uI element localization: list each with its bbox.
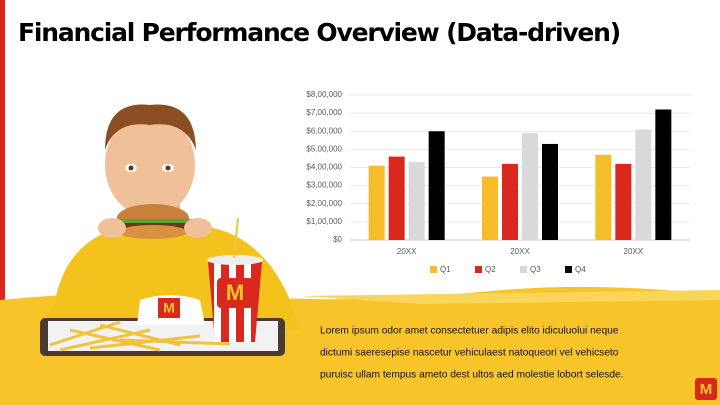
chart-title: Financial Performance Overview (Data-dri… bbox=[18, 18, 620, 47]
y-tick-label: $7,00,000 bbox=[306, 108, 342, 117]
bar bbox=[388, 156, 405, 240]
y-tick-label: $2,00,000 bbox=[306, 199, 342, 208]
legend-swatch bbox=[565, 266, 572, 273]
bar bbox=[502, 163, 518, 240]
bar bbox=[482, 176, 498, 240]
legend-swatch bbox=[520, 266, 527, 273]
x-tick-label: 20XX bbox=[397, 247, 417, 256]
x-tick-label: 20XX bbox=[510, 247, 530, 256]
bar bbox=[655, 109, 672, 240]
y-tick-label: $4,00,000 bbox=[306, 163, 342, 172]
legend-label: Q2 bbox=[485, 265, 496, 274]
logo-mark: M bbox=[700, 381, 713, 398]
body-text: puruisc ullam tempus ameto dest ultos ae… bbox=[320, 370, 624, 381]
legend-label: Q1 bbox=[440, 265, 451, 274]
bar bbox=[635, 129, 652, 240]
legend-label: Q3 bbox=[530, 265, 541, 274]
body-text: Lorem ipsum odor amet consectetuer adipi… bbox=[320, 326, 619, 337]
body-text: dictumi saeresepise nascetur vehiculaest… bbox=[320, 348, 619, 359]
x-tick-label: 20XX bbox=[624, 247, 644, 256]
bar bbox=[615, 163, 632, 240]
bar bbox=[428, 131, 445, 240]
bar bbox=[368, 165, 385, 240]
legend-label: Q4 bbox=[575, 265, 586, 274]
y-tick-label: $6,00,000 bbox=[306, 126, 342, 135]
bar bbox=[595, 154, 612, 240]
bar bbox=[522, 133, 538, 240]
logo bbox=[695, 378, 717, 400]
accent-bar bbox=[0, 0, 5, 405]
svg-text:M: M bbox=[163, 300, 175, 316]
y-tick-label: $3,00,000 bbox=[306, 181, 342, 190]
y-tick-label: $8,00,000 bbox=[306, 90, 342, 99]
bar bbox=[408, 162, 425, 240]
y-tick-label: $0 bbox=[333, 235, 342, 244]
legend-swatch bbox=[475, 266, 482, 273]
y-tick-label: $1,00,000 bbox=[306, 217, 342, 226]
legend-swatch bbox=[430, 266, 437, 273]
y-tick-label: $5,00,000 bbox=[306, 144, 342, 153]
bar bbox=[542, 143, 558, 240]
svg-text:M: M bbox=[226, 280, 244, 305]
brush-stroke bbox=[300, 290, 720, 304]
photo: M M bbox=[40, 104, 300, 356]
